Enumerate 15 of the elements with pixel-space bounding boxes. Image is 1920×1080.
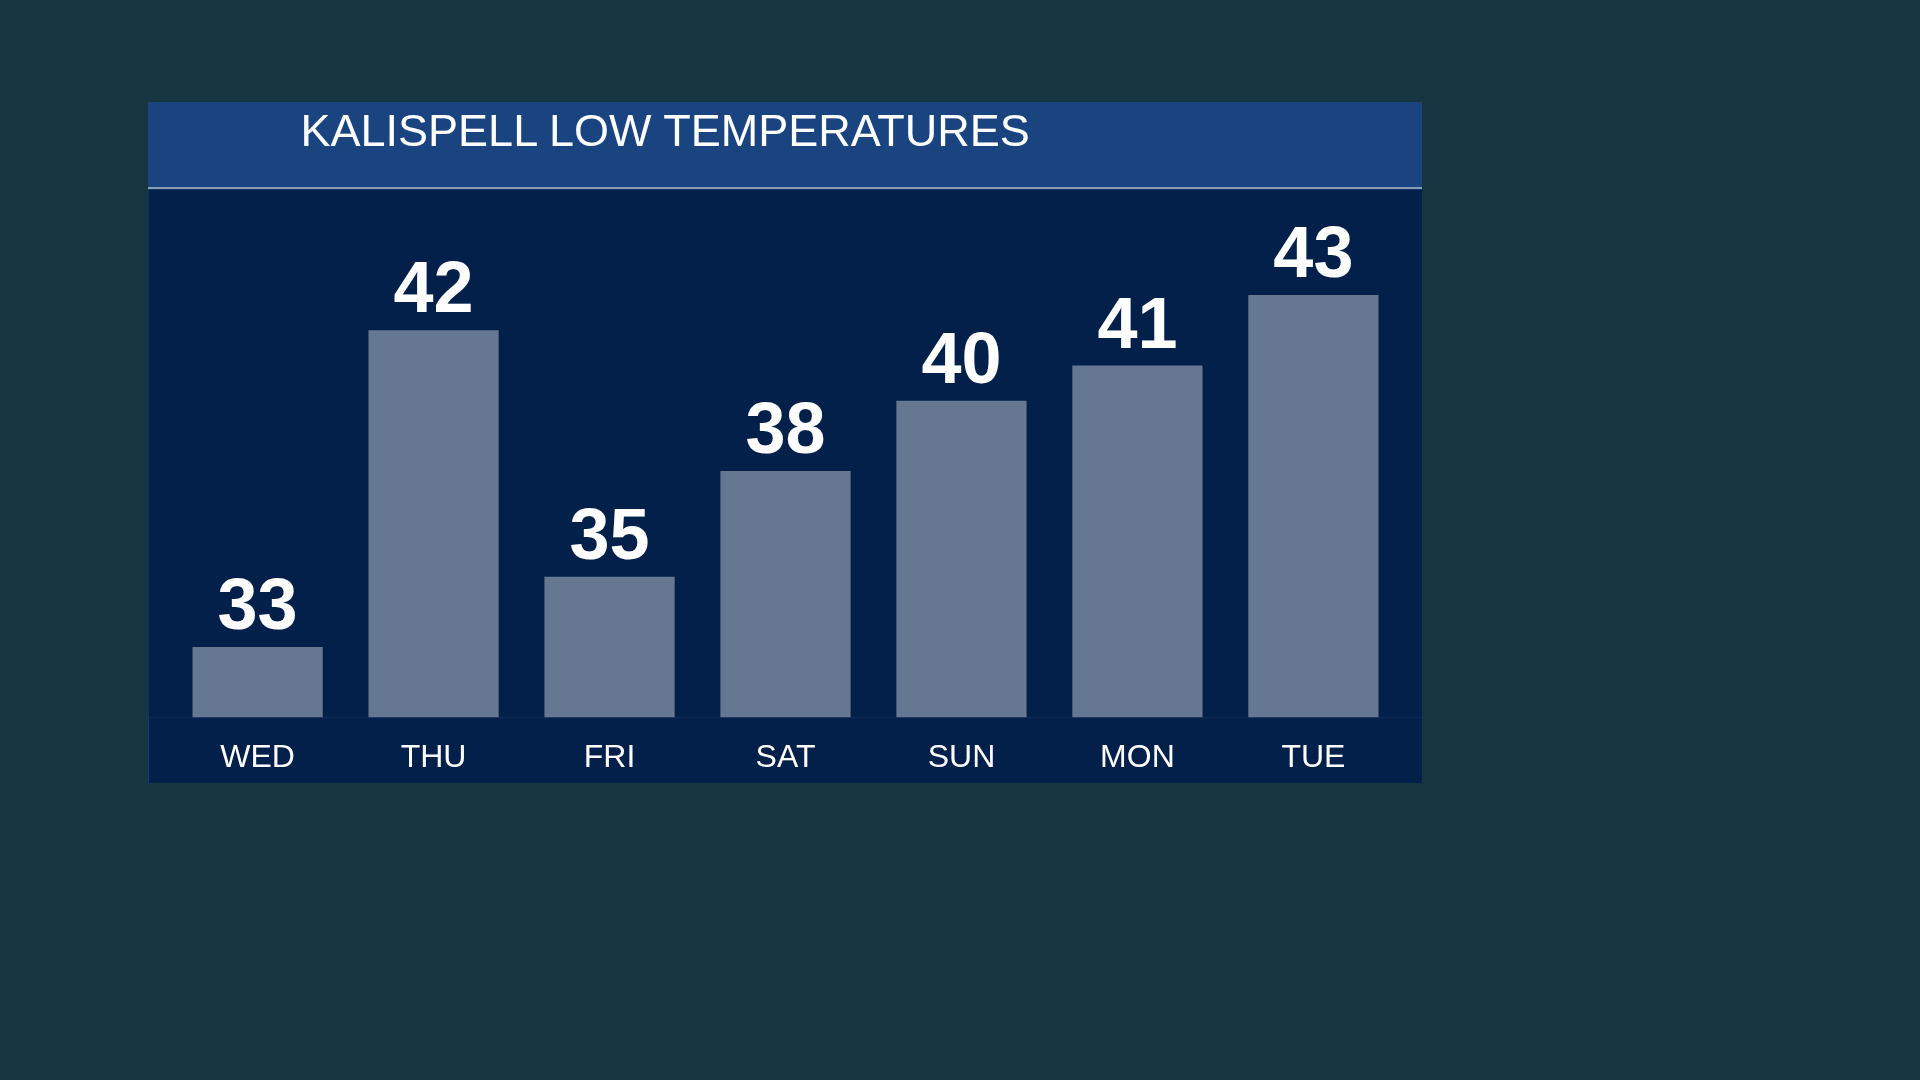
- x-tick-label: TUE: [1281, 737, 1346, 774]
- data-label: 40: [921, 317, 1002, 398]
- data-label: 38: [745, 388, 826, 469]
- x-tick-label: MON: [1100, 737, 1175, 774]
- data-label: 33: [217, 564, 298, 645]
- x-tick-label: SUN: [927, 737, 996, 774]
- chart-title: KALISPELL LOW TEMPERATURES: [300, 104, 1030, 156]
- x-tick-label: THU: [400, 737, 467, 774]
- x-tick-label: WED: [220, 737, 295, 774]
- x-tick-label: FRI: [583, 737, 636, 774]
- data-label: 42: [393, 247, 474, 328]
- x-tick-label: SAT: [755, 737, 816, 774]
- data-label: 35: [569, 493, 650, 574]
- data-label: 43: [1273, 212, 1354, 293]
- data-label: 41: [1097, 282, 1178, 363]
